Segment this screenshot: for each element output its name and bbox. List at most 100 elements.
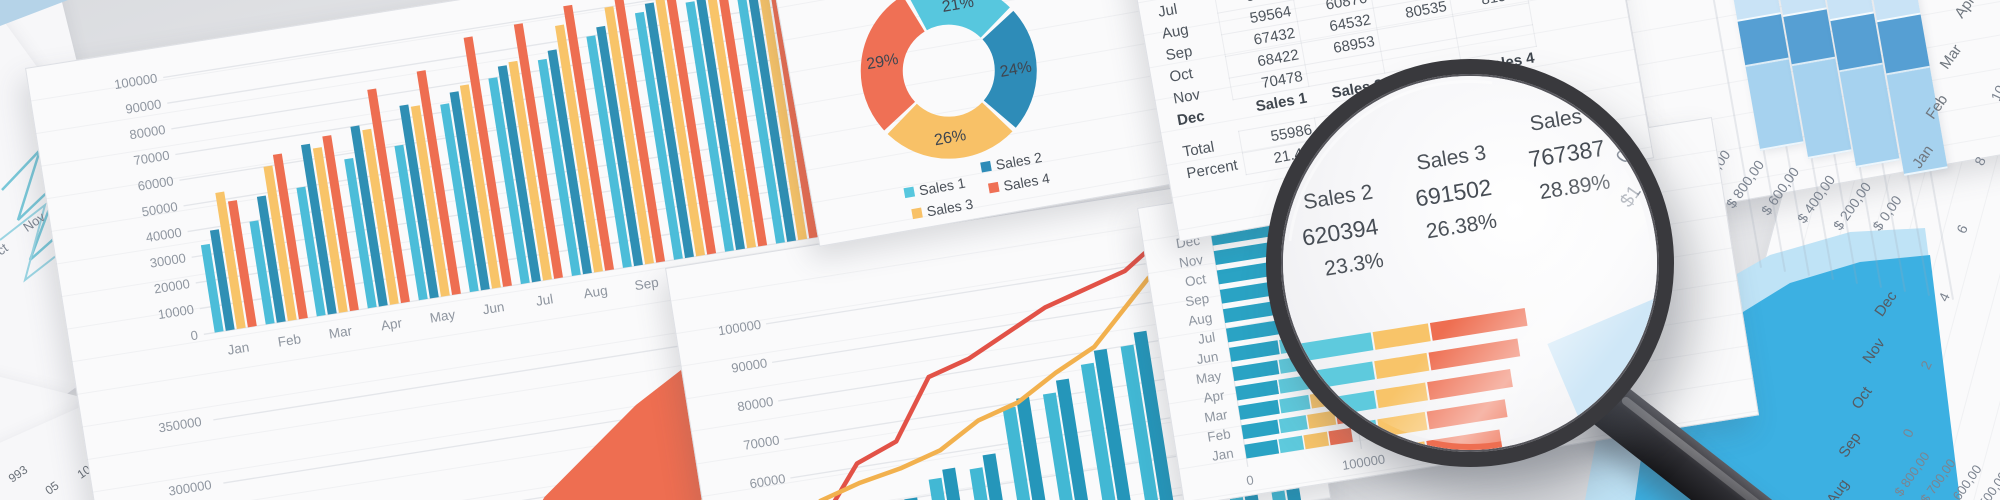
bar [744,0,797,242]
x-tick: Jan [226,339,250,357]
row-label: Apr [1202,387,1226,405]
bar [1080,362,1121,500]
bar [735,0,785,244]
y-tick: 50000 [141,199,179,219]
bar-segment [1232,360,1280,382]
bar [249,220,275,325]
legend-swatch [980,160,992,173]
bar [1042,392,1079,500]
bar-segment [1219,280,1281,304]
bar [463,36,512,287]
bar-segment [1210,220,1282,246]
bar [497,65,541,283]
bar-segment [1311,369,1347,389]
column-segment [1830,13,1883,72]
bar [685,1,734,252]
bar-segment [1278,415,1308,434]
y-tick: 10000 [157,302,195,322]
row-label: Nov [1178,252,1204,271]
x-tick: Aug [583,283,609,302]
bar [256,195,286,323]
y-tick: 70000 [742,432,780,452]
gridline [171,30,790,130]
bar [367,88,410,304]
x-tick: Sep [634,275,660,294]
sales-summary-table: Jul5678378454Aug59564608767953580353Sep6… [1152,0,1550,186]
bar-segment [1241,419,1280,440]
y-tick: 90000 [730,355,768,375]
gridline [163,0,782,79]
bar [394,144,428,301]
bar-segment [1361,300,1409,321]
bar [644,2,694,259]
y-tick: 40000 [145,225,183,245]
x-tick: 0 [1245,472,1254,488]
bar-segment [1331,224,1388,247]
legend-swatch [987,181,1000,194]
column-segment [1737,13,1789,68]
bar [263,165,297,321]
bar-segment [1307,410,1337,429]
bar-segment [1278,354,1315,374]
bar-segment [1279,293,1324,315]
bar [312,147,348,313]
y-tick: 0 [190,327,199,343]
row-label: Jan [1211,446,1235,464]
bar [928,477,955,500]
bar [555,24,603,273]
y-tick: 60000 [137,173,175,193]
donut-slice [981,10,1037,128]
bar-segment [1345,363,1382,384]
bar-segment [1213,240,1282,265]
column-segment [1877,14,1931,76]
x-tick: Apr [380,315,404,333]
bar [969,467,996,500]
bar [694,0,745,251]
bar-segment [1322,286,1369,308]
legend-swatch [903,186,916,199]
bar [982,453,1011,500]
row-label: Feb [1206,426,1231,444]
column-segment [1783,9,1836,67]
y-tick: 80000 [736,394,774,414]
x-tick: 200000 [1455,433,1500,455]
bar [942,467,969,500]
bar-segment [1316,328,1357,348]
row-label: Mar [1203,407,1229,426]
bar [362,128,399,305]
bar [604,6,654,265]
y-tick: 100000 [717,317,762,339]
bar [399,104,439,299]
bar-segment [1222,300,1281,324]
bar-segment [1303,431,1330,450]
row-label: Sep [1184,291,1210,310]
bar [547,49,592,275]
bar-segment [1368,278,1419,301]
slice-label: 26% [933,127,967,149]
bar-segment [1229,340,1280,362]
y-tick: 20000 [153,276,191,296]
y-tick: 100000 [113,71,158,93]
bar [440,103,479,293]
donut-slice [887,101,1013,159]
bar [459,84,501,289]
y-tick: 70000 [133,148,171,168]
bar [653,0,706,257]
bar [703,0,757,249]
bar [513,23,563,279]
gridline [175,55,794,156]
bar-segment [1235,380,1280,401]
y-tick: 300000 [167,477,212,499]
y-tick: 60000 [748,471,786,491]
bar [753,0,808,241]
y-tick: 350000 [157,414,202,436]
bar-segment [1340,385,1372,404]
bar [1133,330,1177,500]
bar-segment [1225,320,1281,343]
bar-segment [1280,232,1333,255]
x-tick: Jun [482,299,506,317]
bar-segment [1309,390,1342,409]
scrap-line [1,149,76,261]
x-tick: Feb [277,331,302,349]
